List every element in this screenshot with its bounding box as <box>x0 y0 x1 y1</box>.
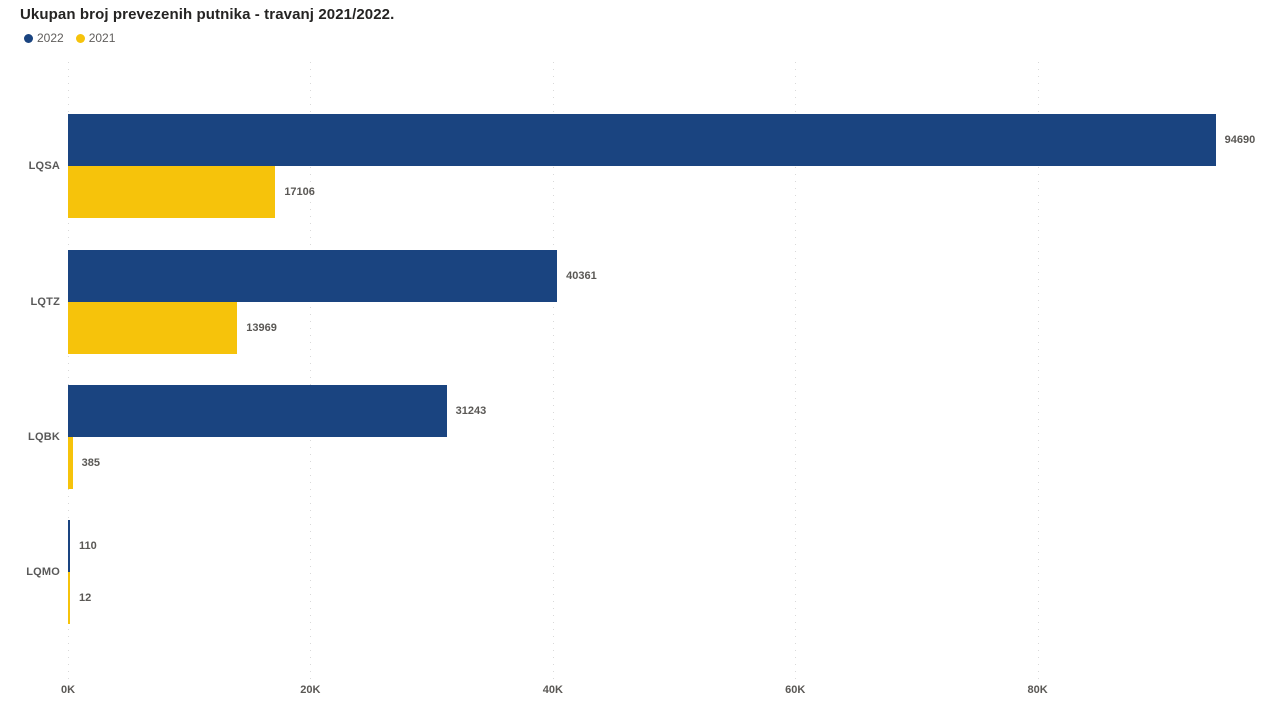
category-label-LQTZ: LQTZ <box>30 296 60 308</box>
category-label-LQBK: LQBK <box>28 431 60 443</box>
legend-dot-icon <box>75 33 85 43</box>
bar-value-label: 31243 <box>455 405 487 417</box>
x-tick-label: 0K <box>60 684 76 696</box>
bar-2021-LQTZ[interactable] <box>68 302 238 354</box>
x-tick-label: 60K <box>785 684 806 696</box>
bar-value-label: 94690 <box>1224 134 1256 146</box>
gridline <box>552 62 554 682</box>
x-tick-label: 20K <box>300 684 321 696</box>
legend-item-2022[interactable]: 2022 <box>24 31 64 45</box>
x-tick-label: 80K <box>1027 684 1048 696</box>
chart-title: Ukupan broj prevezenih putnika - travanj… <box>20 6 395 23</box>
bar-2022-LQTZ[interactable] <box>68 250 558 302</box>
legend-item-2021[interactable]: 2021 <box>75 31 116 45</box>
legend-dot-icon <box>24 33 33 43</box>
category-label-LQMO: LQMO <box>26 566 60 578</box>
legend-label: 2021 <box>88 31 116 45</box>
category-label-LQSA: LQSA <box>28 160 60 172</box>
bar-value-label: 12 <box>79 592 92 604</box>
bar-chart-plot-area: 0K 20K 40K 60K 80K LQSA 94690 17106 LQTZ 40361 139… <box>26 62 1280 702</box>
gridline <box>795 62 797 682</box>
bar-2021-LQMO[interactable] <box>68 572 70 624</box>
bar-value-label: 17106 <box>284 186 315 198</box>
chart-legend: 2022 2021 <box>24 31 115 45</box>
bar-2021-LQBK[interactable] <box>68 437 73 489</box>
bar-2022-LQMO[interactable] <box>68 520 70 572</box>
bar-2022-LQBK[interactable] <box>68 385 447 437</box>
bar-value-label: 40361 <box>566 270 597 282</box>
bar-value-label: 110 <box>79 540 97 552</box>
gridline <box>310 62 312 682</box>
gridline <box>1037 62 1039 682</box>
bar-2022-LQSA[interactable] <box>68 114 1216 166</box>
bar-2021-LQSA[interactable] <box>68 166 276 218</box>
bar-value-label: 385 <box>81 457 101 469</box>
x-tick-label: 40K <box>542 684 563 696</box>
gridline <box>68 62 69 682</box>
bar-value-label: 13969 <box>246 322 277 334</box>
legend-label: 2022 <box>37 31 64 45</box>
